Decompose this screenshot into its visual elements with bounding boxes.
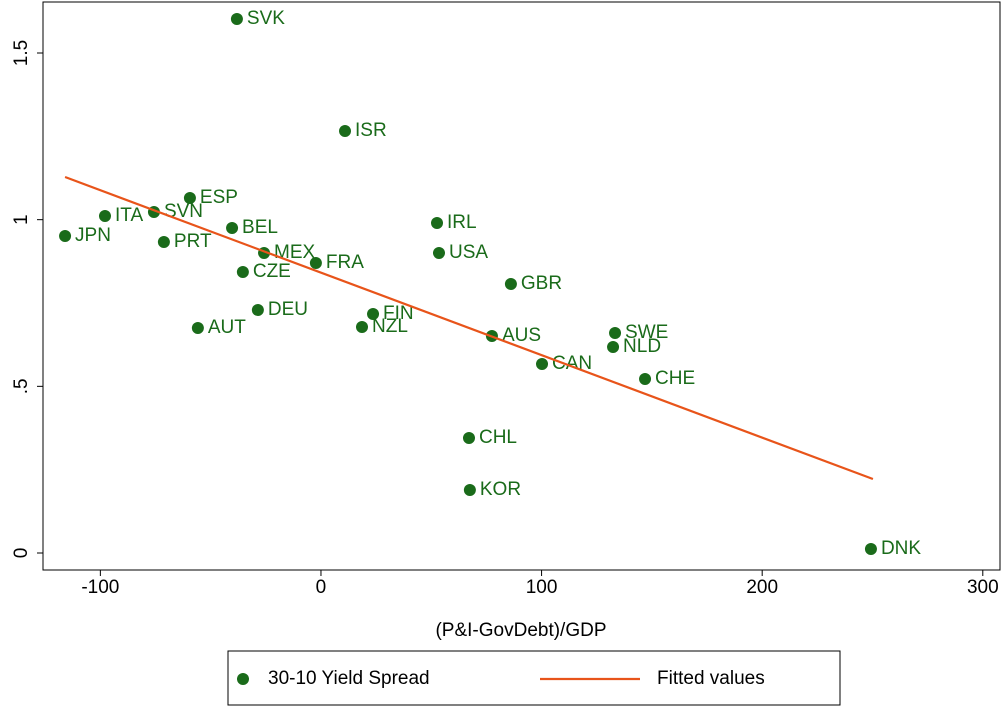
- data-point: [226, 222, 239, 234]
- y-tick-label: .5: [11, 378, 32, 394]
- point-label: JPN: [75, 225, 111, 246]
- point-label: KOR: [480, 479, 521, 500]
- point-label: IRL: [447, 212, 477, 233]
- legend-box: [227, 650, 841, 706]
- point-label: FIN: [383, 303, 414, 324]
- point-label: MEX: [274, 242, 316, 263]
- point-label: BEL: [242, 217, 278, 238]
- point-label: AUS: [502, 325, 541, 346]
- point-label: USA: [449, 242, 488, 263]
- point-label: SVN: [164, 201, 203, 222]
- y-tick-label: 1: [11, 214, 32, 225]
- point-label: DNK: [881, 538, 921, 559]
- point-label: SVK: [247, 8, 285, 29]
- data-point: [463, 484, 476, 496]
- data-point: [504, 278, 517, 290]
- data-point: [609, 327, 622, 339]
- data-point: [339, 125, 352, 137]
- point-label: ITA: [115, 205, 143, 226]
- data-point: [230, 13, 243, 25]
- point-label: PRT: [174, 231, 212, 252]
- data-point: [59, 230, 72, 242]
- legend-label: 30-10 Yield Spread: [268, 668, 430, 689]
- point-label: NLD: [623, 336, 661, 357]
- data-point: [432, 247, 445, 259]
- data-point: [367, 308, 380, 320]
- point-label: ISR: [355, 120, 387, 141]
- point-label: FRA: [326, 252, 364, 273]
- point-label: AUT: [208, 317, 246, 338]
- x-tick-label: 0: [316, 577, 327, 598]
- x-tick-label: 200: [746, 577, 778, 598]
- fitted-line: [64, 175, 874, 481]
- plot-frame: [42, 1, 1001, 571]
- point-label: CAN: [552, 353, 592, 374]
- point-label: SWE: [625, 322, 668, 343]
- data-point: [236, 266, 249, 278]
- x-tick-label: 300: [967, 577, 999, 598]
- data-point: [536, 358, 549, 370]
- data-point: [157, 236, 170, 248]
- point-label: CHE: [655, 368, 695, 389]
- y-tick-label: 1.5: [11, 40, 32, 66]
- x-axis-label: (P&I-GovDebt)/GDP: [435, 620, 606, 641]
- data-point: [309, 257, 322, 269]
- data-point: [462, 432, 475, 444]
- data-point: [864, 543, 877, 555]
- point-label: GBR: [521, 273, 562, 294]
- point-label: NZL: [372, 316, 408, 337]
- data-point: [251, 304, 264, 316]
- point-label: CHL: [479, 427, 517, 448]
- data-point: [607, 341, 620, 353]
- data-point: [191, 322, 204, 334]
- legend-marker: [237, 673, 249, 685]
- y-tick-label: 0: [11, 548, 32, 559]
- point-label: ESP: [200, 187, 238, 208]
- point-label: CZE: [253, 261, 291, 282]
- data-point: [183, 192, 196, 204]
- point-label: DEU: [268, 299, 308, 320]
- x-tick-label: -100: [81, 577, 119, 598]
- legend-label: Fitted values: [657, 668, 765, 689]
- data-point: [98, 210, 111, 222]
- data-point: [639, 373, 652, 385]
- x-tick-label: 100: [526, 577, 558, 598]
- data-point: [431, 217, 444, 229]
- data-point: [356, 321, 368, 333]
